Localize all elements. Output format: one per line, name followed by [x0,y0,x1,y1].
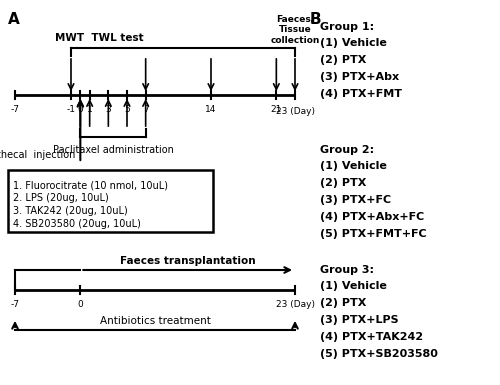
Text: (3) PTX+FC: (3) PTX+FC [320,195,391,205]
Text: 21: 21 [270,105,282,114]
Text: 5: 5 [124,105,130,114]
Text: 7: 7 [143,105,148,114]
Text: 1: 1 [87,105,92,114]
Text: (1) Vehicle: (1) Vehicle [320,161,387,171]
Text: (4) PTX+Abx+FC: (4) PTX+Abx+FC [320,212,424,222]
Text: (2) PTX: (2) PTX [320,178,366,188]
Text: A: A [8,12,20,27]
Text: (5) PTX+FMT+FC: (5) PTX+FMT+FC [320,229,426,239]
Text: (2) PTX: (2) PTX [320,298,366,308]
Text: (4) PTX+TAK242: (4) PTX+TAK242 [320,332,423,342]
Text: Antibiotics treatment: Antibiotics treatment [100,316,210,326]
Text: 4. SB203580 (20ug, 10uL): 4. SB203580 (20ug, 10uL) [13,219,141,229]
Text: MWT  TWL test: MWT TWL test [54,33,144,43]
Text: -1: -1 [66,105,76,114]
Text: (1) Vehicle: (1) Vehicle [320,281,387,291]
Text: Group 1:: Group 1: [320,22,374,32]
Text: 2. LPS (20ug, 10uL): 2. LPS (20ug, 10uL) [13,193,109,203]
Text: (4) PTX+FMT: (4) PTX+FMT [320,89,402,99]
Text: 0: 0 [78,300,83,309]
Text: Intrathecal  injection: Intrathecal injection [0,150,76,160]
Text: (3) PTX+LPS: (3) PTX+LPS [320,315,398,325]
Text: 23 (Day): 23 (Day) [276,300,314,309]
Text: -7: -7 [10,300,20,309]
FancyBboxPatch shape [8,170,213,232]
Text: -7: -7 [10,105,20,114]
Text: Paclitaxel administration: Paclitaxel administration [52,145,174,155]
Text: 3. TAK242 (20ug, 10uL): 3. TAK242 (20ug, 10uL) [13,206,128,216]
Text: 1. Fluorocitrate (10 nmol, 10uL): 1. Fluorocitrate (10 nmol, 10uL) [13,180,168,190]
Text: (2) PTX: (2) PTX [320,55,366,65]
Text: (1) Vehicle: (1) Vehicle [320,38,387,48]
Text: 0: 0 [78,105,83,114]
Text: B: B [310,12,322,27]
Text: Group 2:: Group 2: [320,145,374,155]
Text: 23 (Day): 23 (Day) [276,107,314,116]
Text: (5) PTX+SB203580: (5) PTX+SB203580 [320,349,438,359]
Text: Faeces transplantation: Faeces transplantation [120,256,256,266]
Text: 14: 14 [206,105,216,114]
Text: Faeces/
Tissue
collection: Faeces/ Tissue collection [270,14,320,45]
Text: (3) PTX+Abx: (3) PTX+Abx [320,72,399,82]
Text: 3: 3 [106,105,111,114]
Text: Group 3:: Group 3: [320,265,374,275]
